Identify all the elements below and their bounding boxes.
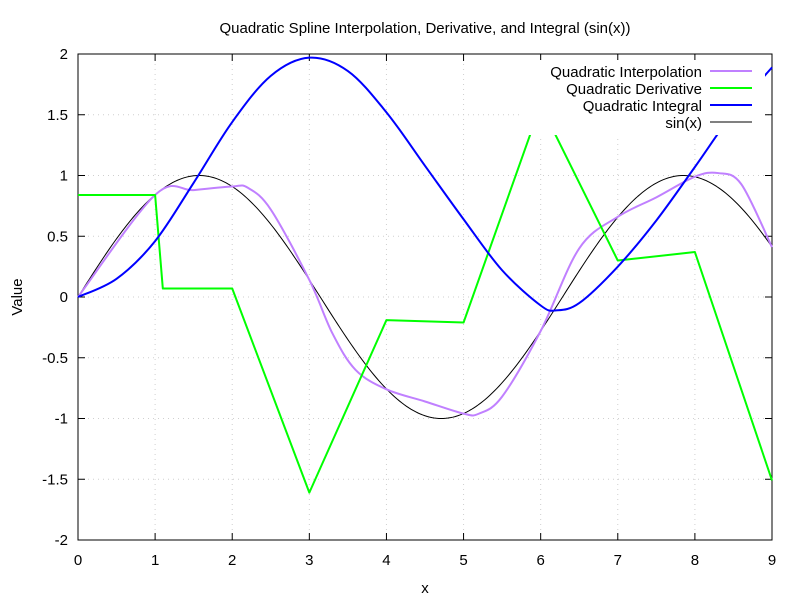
x-tick-label: 7 [614, 552, 622, 569]
y-tick-label: -2 [55, 532, 68, 549]
legend-label-sin: sin(x) [665, 115, 702, 132]
chart-title: Quadratic Spline Interpolation, Derivati… [219, 20, 630, 37]
y-axis-label: Value [9, 278, 26, 315]
x-tick-label: 8 [691, 552, 699, 569]
axis-ticks: 0 1 2 3 4 5 6 7 8 9 2 1.5 1 0.5 0 -0.5 -1 -1.5 -2 [42, 46, 776, 569]
x-tick-label: 6 [536, 552, 544, 569]
y-tick-label: -1.5 [42, 471, 68, 488]
x-tick-label: 2 [228, 552, 236, 569]
series-quadratic-interpolation [77, 171, 773, 417]
x-tick-label: 1 [151, 552, 159, 569]
series-group [77, 56, 773, 494]
y-tick-label: -1 [55, 411, 68, 428]
y-tick-label: 2 [60, 46, 68, 63]
x-axis-label: x [421, 580, 429, 597]
y-tick-label: 0 [60, 289, 68, 306]
x-tick-label: 0 [74, 552, 82, 569]
y-tick-label: -0.5 [42, 350, 68, 367]
series-quadratic-integral [77, 56, 773, 312]
x-tick-label: 4 [382, 552, 390, 569]
y-tick-label: 1 [60, 168, 68, 185]
y-tick-label: 1.5 [47, 107, 68, 124]
series-quadratic-derivative [78, 104, 773, 494]
legend-label-derivative: Quadratic Derivative [566, 81, 702, 98]
x-tick-label: 5 [459, 552, 467, 569]
legend-label-integral: Quadratic Integral [583, 98, 702, 115]
x-tick-label: 3 [305, 552, 313, 569]
series-sin [77, 175, 773, 419]
legend-label-interpolation: Quadratic Interpolation [550, 64, 702, 81]
legend: Quadratic Interpolation Quadratic Deriva… [520, 60, 765, 135]
y-tick-label: 0.5 [47, 228, 68, 245]
x-tick-label: 9 [768, 552, 776, 569]
